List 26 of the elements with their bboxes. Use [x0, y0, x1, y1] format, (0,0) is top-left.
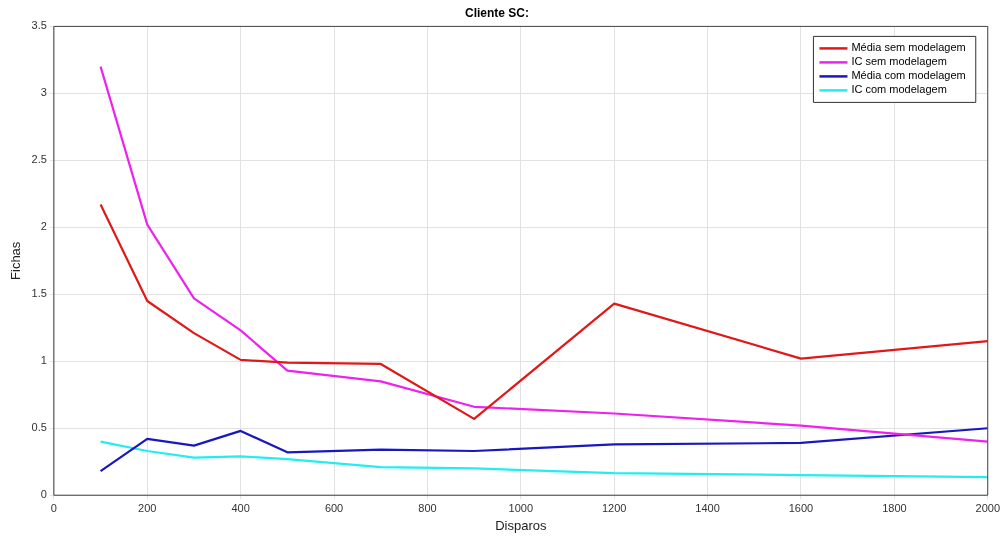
- y-tick-label: 1.5: [31, 287, 47, 300]
- legend-label: Média sem modelagem: [851, 41, 966, 54]
- x-tick-label: 1400: [695, 501, 720, 514]
- y-tick-label: 2.5: [31, 153, 47, 166]
- y-tick-label: 0.5: [31, 421, 47, 434]
- legend-label: IC com modelagem: [851, 83, 947, 96]
- chart-title: Cliente SC:: [464, 5, 530, 20]
- x-tick-label: 800: [418, 501, 437, 514]
- x-tick-label: 2000: [975, 501, 1001, 514]
- y-axis-title: Fichas: [8, 241, 24, 280]
- x-tick-label: 0: [50, 501, 57, 514]
- y-tick-label: 2: [40, 220, 47, 233]
- x-tick-label: 400: [231, 501, 250, 514]
- legend-label: IC sem modelagem: [851, 55, 947, 68]
- x-tick-label: 200: [138, 501, 157, 514]
- y-tick-label: 3.5: [31, 19, 47, 32]
- x-tick-label: 1800: [882, 501, 907, 514]
- y-tick-label: 1: [40, 354, 47, 367]
- y-tick-label: 0: [40, 488, 47, 501]
- legend-label: Média com modelagem: [851, 69, 966, 82]
- y-tick-label: 3: [40, 86, 47, 99]
- x-tick-label: 1200: [601, 501, 627, 514]
- x-axis-title: Disparos: [495, 517, 547, 533]
- x-tick-label: 600: [324, 501, 344, 514]
- x-tick-label: 1000: [508, 501, 534, 514]
- x-tick-label: 1600: [788, 501, 814, 514]
